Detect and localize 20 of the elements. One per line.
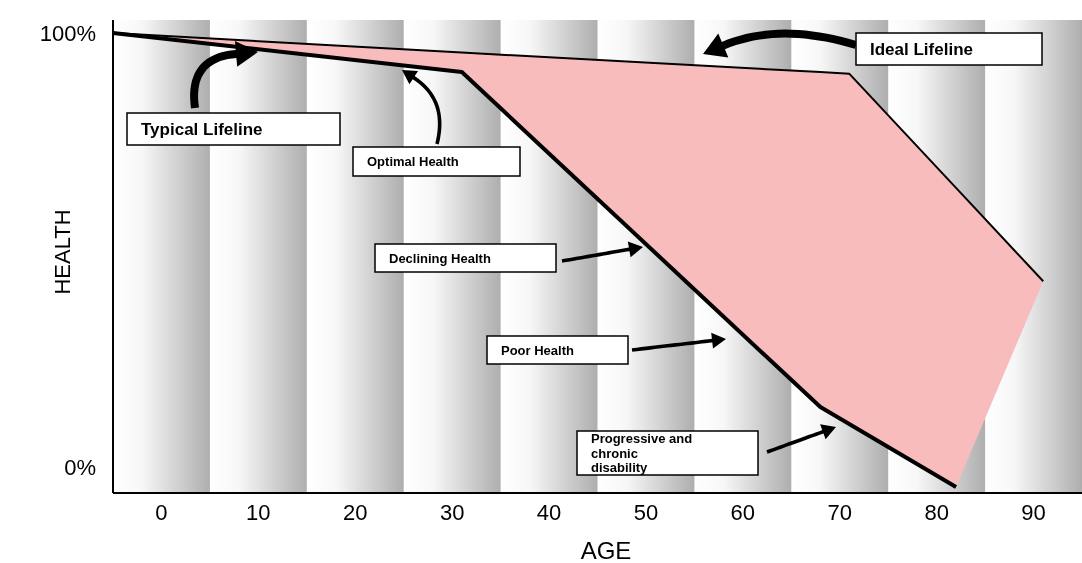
annotation: Progressive and chronic disability bbox=[591, 431, 693, 475]
x-tick-label: 90 bbox=[1021, 500, 1046, 525]
x-tick-label: 70 bbox=[827, 500, 852, 525]
annotation: Optimal Health bbox=[367, 154, 459, 170]
x-tick-label: 80 bbox=[924, 500, 949, 525]
y-tick-label: 100% bbox=[39, 21, 96, 47]
annotation: Declining Health bbox=[389, 250, 491, 266]
x-tick-label: 40 bbox=[536, 500, 562, 525]
x-tick-label: 20 bbox=[343, 500, 368, 525]
annotation: Typical Lifeline bbox=[141, 120, 263, 140]
x-axis-title: AGE bbox=[580, 537, 632, 563]
x-tick-label: 50 bbox=[633, 500, 659, 525]
x-tick-label: 0 bbox=[155, 500, 168, 525]
annotation: Poor Health bbox=[501, 342, 575, 358]
y-axis-title: HEALTH bbox=[50, 209, 75, 295]
x-tick-label: 60 bbox=[730, 500, 756, 525]
y-tick-label: 0% bbox=[64, 454, 96, 480]
x-tick-label: 30 bbox=[439, 500, 465, 525]
annotation: Ideal Lifeline bbox=[870, 40, 973, 60]
x-tick-label: 10 bbox=[246, 500, 271, 525]
